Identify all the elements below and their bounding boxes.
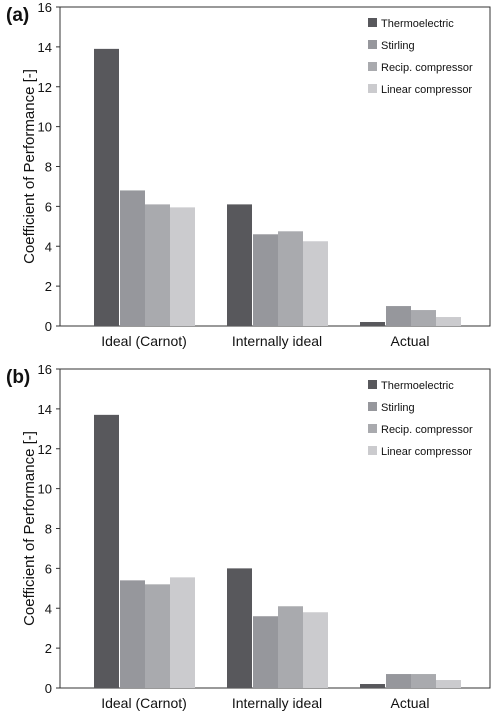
legend-label: Recip. compressor	[381, 62, 473, 74]
legend-label: Recip. compressor	[381, 424, 473, 436]
y-tick-label: 14	[38, 402, 52, 417]
bar-stirling	[120, 190, 145, 326]
y-tick-label: 16	[38, 0, 52, 15]
bar-thermoelectric	[94, 414, 119, 688]
bar-recip-compressor	[411, 310, 436, 326]
x-category-label: Ideal (Carnot)	[101, 695, 187, 711]
legend-swatch	[368, 18, 377, 27]
legend-label: Linear compressor	[381, 84, 472, 96]
y-tick-label: 6	[45, 561, 52, 576]
legend-label: Linear compressor	[381, 446, 472, 458]
chart-panel-b: (b) 0 2 4 6 8 10 12 14 16 Coefficient of Performan…	[0, 362, 494, 723]
bar-thermoelectric	[360, 684, 385, 688]
y-axis-title: Coefficient of Performance [-]	[21, 431, 38, 626]
y-tick-label: 2	[45, 279, 52, 294]
chart-panel-a: (a) 0 2 4 6 8 10 12 14 16 Coefficient of Performan…	[0, 0, 494, 361]
chart-svg-b: (b) 0 2 4 6 8 10 12 14 16 Coefficient of Performan…	[6, 362, 491, 711]
bar-stirling	[386, 306, 411, 326]
bar-thermoelectric	[227, 204, 252, 326]
bar-stirling	[253, 616, 278, 688]
y-axis-title: Coefficient of Performance [-]	[21, 69, 38, 264]
bar-thermoelectric	[360, 322, 385, 326]
legend-swatch	[368, 40, 377, 49]
legend-swatch	[368, 424, 377, 433]
bar-linear-compressor	[170, 577, 195, 688]
bar-recip-compressor	[145, 584, 170, 688]
bar-thermoelectric	[227, 568, 252, 688]
x-category-label: Internally ideal	[232, 695, 322, 711]
panel-label: (a)	[6, 5, 29, 26]
y-tick-label: 4	[45, 601, 52, 616]
bar-recip-compressor	[278, 606, 303, 688]
y-tick-label: 6	[45, 199, 52, 214]
bar-stirling	[253, 234, 278, 326]
y-tick-label: 14	[38, 40, 52, 55]
y-tick-label: 16	[38, 362, 52, 377]
y-tick-label: 0	[45, 681, 52, 696]
bar-linear-compressor	[170, 207, 195, 326]
bar-linear-compressor	[436, 317, 461, 326]
legend-label: Stirling	[381, 40, 415, 52]
legend-swatch	[368, 84, 377, 93]
y-tick-label: 0	[45, 319, 52, 334]
y-tick-label: 10	[38, 120, 52, 135]
bar-linear-compressor	[436, 680, 461, 688]
bar-stirling	[386, 674, 411, 688]
bar-recip-compressor	[411, 674, 436, 688]
x-category-label: Actual	[391, 695, 430, 711]
legend-label: Stirling	[381, 402, 415, 414]
x-category-label: Internally ideal	[232, 333, 322, 349]
y-tick-label: 4	[45, 239, 52, 254]
y-tick-label: 12	[38, 80, 52, 95]
legend-swatch	[368, 380, 377, 389]
legend-swatch	[368, 62, 377, 71]
y-tick-label: 8	[45, 522, 52, 537]
x-category-label: Actual	[391, 333, 430, 349]
y-tick-label: 10	[38, 482, 52, 497]
bar-linear-compressor	[303, 241, 328, 326]
y-tick-label: 2	[45, 641, 52, 656]
y-tick-label: 8	[45, 160, 52, 175]
panel-label: (b)	[6, 367, 30, 388]
bar-linear-compressor	[303, 612, 328, 688]
bar-recip-compressor	[278, 231, 303, 326]
bar-thermoelectric	[94, 48, 119, 327]
x-category-label: Ideal (Carnot)	[101, 333, 187, 349]
y-tick-label: 12	[38, 442, 52, 457]
legend-swatch	[368, 402, 377, 411]
legend-label: Thermoelectric	[381, 18, 454, 30]
bar-stirling	[120, 580, 145, 688]
legend-swatch	[368, 446, 377, 455]
chart-svg-a: (a) 0 2 4 6 8 10 12 14 16 Coefficient of Performan…	[6, 0, 491, 349]
bar-recip-compressor	[145, 204, 170, 326]
legend-label: Thermoelectric	[381, 380, 454, 392]
